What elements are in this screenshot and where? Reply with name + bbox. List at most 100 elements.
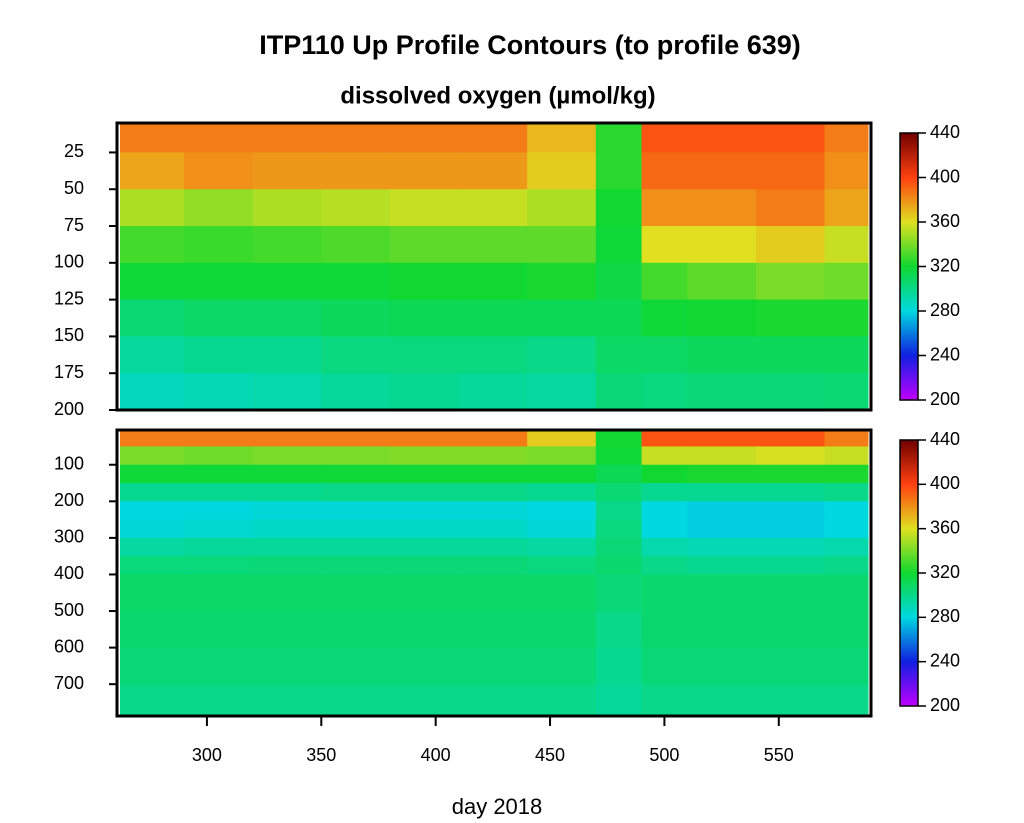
heatmap-cell (755, 556, 826, 575)
plot-frame (115, 121, 873, 412)
x-tick-label: 550 (764, 745, 794, 765)
heatmap-cell (252, 611, 322, 649)
heatmap-cell (527, 647, 597, 685)
heatmap-cell (687, 189, 757, 227)
heatmap-cell (389, 152, 460, 190)
heatmap-cell (252, 123, 322, 153)
colorbar-tick-label: 280 (930, 606, 960, 626)
heatmap-cell (321, 483, 391, 502)
heatmap-cell (389, 501, 460, 521)
heatmap-cell (687, 152, 757, 190)
y-tick-label: 50 (64, 178, 84, 198)
heatmap-cell (184, 537, 254, 557)
heatmap-cell (687, 647, 757, 685)
heatmap-cell (389, 262, 460, 301)
heatmap-cell (755, 483, 826, 502)
heatmap-cell (458, 574, 528, 612)
heatmap-cell (527, 262, 597, 301)
heatmap-cell (824, 684, 869, 717)
colorbar-tick-label: 360 (930, 211, 960, 231)
heatmap-cell (321, 336, 391, 374)
heatmap-cell (120, 647, 185, 685)
heatmap-cell (641, 123, 688, 153)
heatmap-cell (184, 189, 254, 227)
heatmap-cell (321, 299, 391, 337)
heatmap-cell (595, 574, 643, 612)
heatmap-cell (824, 446, 869, 466)
heatmap-cell (120, 556, 185, 575)
y-tick-label: 150 (54, 325, 84, 345)
heatmap-cell (252, 152, 322, 190)
heatmap-cell (595, 446, 643, 466)
y-tick-label: 125 (54, 288, 84, 308)
heatmap-cell (687, 123, 757, 153)
heatmap-cell (458, 556, 528, 575)
heatmap-cell (595, 189, 643, 227)
heatmap-cell (824, 647, 869, 685)
heatmap-cell (120, 501, 185, 521)
heatmap-cell (755, 226, 826, 264)
heatmap-cell (641, 611, 688, 649)
heatmap-cell (184, 446, 254, 466)
heatmap-cell (321, 574, 391, 612)
y-tick-label: 200 (54, 399, 84, 419)
heatmap-cell (595, 152, 643, 190)
heatmap-cell (321, 684, 391, 717)
heatmap-cell (755, 446, 826, 466)
heatmap-cell (824, 299, 869, 337)
heatmap-cell (755, 501, 826, 521)
heatmap-cell (184, 373, 254, 411)
heatmap-cell (755, 647, 826, 685)
heatmap-cell (527, 501, 597, 521)
heatmap-cell (595, 123, 643, 153)
x-axis-label: day 2018 (452, 794, 543, 819)
heatmap-cell (641, 556, 688, 575)
heatmap-cell (687, 262, 757, 301)
heatmap-cell (321, 537, 391, 557)
heatmap-cell (595, 537, 643, 557)
heatmap-cell (252, 647, 322, 685)
heatmap-cell (120, 464, 185, 484)
heatmap-cell (321, 519, 391, 539)
heatmap-cell (824, 152, 869, 190)
heatmap-cell (120, 336, 185, 374)
heatmap-cell (755, 373, 826, 411)
heatmap-cell (527, 483, 597, 502)
heatmap-cell (595, 519, 643, 539)
y-tick-label: 700 (54, 673, 84, 693)
heatmap-cell (389, 373, 460, 411)
heatmap-cell (595, 373, 643, 411)
heatmap-cell (824, 123, 869, 153)
heatmap-cell (687, 446, 757, 466)
heatmap-cell (252, 430, 322, 447)
colorbar-tick-label: 320 (930, 562, 960, 582)
heatmap-cell (687, 464, 757, 484)
heatmap-cell (389, 336, 460, 374)
heatmap-cell (755, 123, 826, 153)
heatmap-cell (687, 574, 757, 612)
heatmap-cell (120, 430, 185, 447)
x-tick-label: 300 (192, 745, 222, 765)
x-tick-label: 500 (649, 745, 679, 765)
heatmap-cell (184, 336, 254, 374)
heatmap-cell (641, 226, 688, 264)
heatmap-cell (527, 446, 597, 466)
heatmap-cell (824, 501, 869, 521)
heatmap-cell (389, 611, 460, 649)
heatmap-cell (527, 574, 597, 612)
heatmap-cell (184, 152, 254, 190)
colorbar-tick-label: 400 (930, 166, 960, 186)
heatmap-cell (389, 647, 460, 685)
heatmap-cell (595, 430, 643, 447)
heatmap-cell (641, 152, 688, 190)
heatmap-cell (389, 519, 460, 539)
heatmap-cell (755, 189, 826, 227)
heatmap-cell (184, 464, 254, 484)
heatmap-cell (458, 430, 528, 447)
x-tick-label: 400 (421, 745, 451, 765)
heatmap-cell (527, 226, 597, 264)
heatmap-cell (824, 373, 869, 411)
heatmap-cell (120, 262, 185, 301)
heatmap-cell (252, 501, 322, 521)
